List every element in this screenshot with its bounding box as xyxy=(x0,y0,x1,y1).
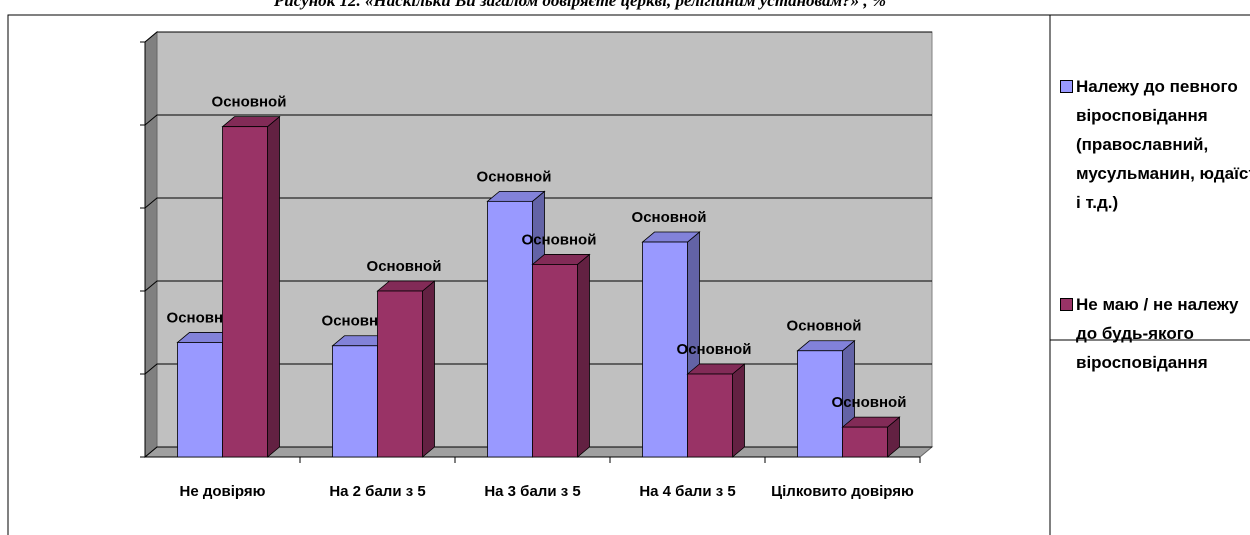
grid-line xyxy=(144,31,932,43)
grid-line xyxy=(144,197,932,209)
x-tick-label: На 3 бали з 5 xyxy=(484,483,581,500)
legend-label: Належу до певного віросповідання (правос… xyxy=(1076,77,1250,212)
bar xyxy=(222,126,268,458)
x-tick-label: Цілковито довіряю xyxy=(771,483,914,500)
legend-swatch xyxy=(1060,298,1073,311)
legend-entry: Належу до певного віросповідання (правос… xyxy=(1060,72,1250,217)
legend-entry: Не маю / не належу до будь-якого віроспо… xyxy=(1060,290,1250,377)
grid-line xyxy=(144,114,932,126)
bar xyxy=(177,342,223,458)
bar xyxy=(842,426,888,458)
data-label: Основной xyxy=(832,394,907,411)
legend-label: Не маю / не належу до будь-якого віроспо… xyxy=(1076,295,1239,372)
data-label: Основной xyxy=(212,94,287,111)
bar xyxy=(487,200,533,458)
bar xyxy=(642,241,688,458)
bar-side xyxy=(422,280,435,458)
bar xyxy=(687,373,733,458)
x-tick-label: На 2 бали з 5 xyxy=(329,483,426,500)
data-label: Основной xyxy=(367,258,442,275)
x-tick-label: Не довіряю xyxy=(179,483,266,500)
bar-side xyxy=(577,253,590,458)
bar xyxy=(532,264,578,458)
bar xyxy=(377,290,423,458)
bar xyxy=(332,345,378,458)
chart-title: Рисунок 12. «Наскільки Ви загалом довіря… xyxy=(273,0,886,10)
bar-side xyxy=(267,115,280,458)
data-label: Основной xyxy=(632,209,707,226)
data-label: Основной xyxy=(677,341,752,358)
side-wall xyxy=(144,30,158,459)
data-label: Основной xyxy=(477,168,552,185)
bar xyxy=(797,350,843,458)
data-label: Основной xyxy=(522,231,597,248)
legend-box xyxy=(1049,14,1250,341)
legend-swatch xyxy=(1060,80,1073,93)
bar-side xyxy=(732,363,745,458)
x-tick-label: На 4 бали з 5 xyxy=(639,483,736,500)
data-label: Основной xyxy=(787,318,862,335)
